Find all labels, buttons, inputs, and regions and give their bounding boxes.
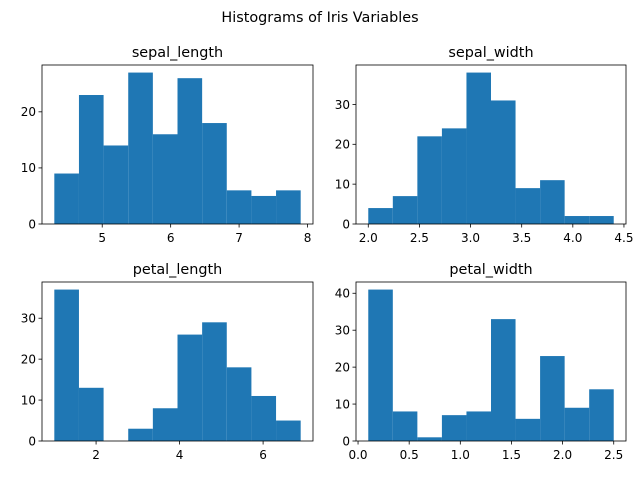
panel-title: sepal_width [448,45,533,61]
histogram-bar [441,415,467,441]
axes-frame [41,64,314,225]
panel-title: petal_width [449,262,532,278]
histogram-bar [491,319,516,441]
histogram-bar [276,420,301,441]
histogram-bar [466,72,491,224]
x-tick-label: 2.5 [604,448,623,462]
y-tick-label: 20 [21,352,36,366]
histogram-panel-petal_width: petal_width 0.0 0.5 1.0 1.5 2.0 2.5 0 10 20 30 40 [335,262,627,462]
x-tick-label: 6 [259,448,267,462]
y-tick-label: 0 [342,434,350,448]
x-tick-label: 5 [98,231,106,245]
histogram-panel-sepal_width: sepal_width 2.0 2.5 3.0 3.5 4.0 4.5 0 10 20 30 [335,45,634,245]
x-tick-label: 3.0 [461,231,480,245]
y-tick-label: 0 [28,217,36,231]
histogram-bar [515,418,541,441]
histogram-bar [392,196,418,224]
histogram-panel-petal_length: petal_length 2 4 6 0 10 20 30 [21,262,314,462]
histogram-bar [564,216,590,224]
x-tick-label: 1.0 [451,448,470,462]
y-tick-label: 10 [21,161,36,175]
y-tick-label: 0 [28,434,36,448]
histogram-bar [226,190,252,224]
y-tick-label: 20 [335,360,350,374]
x-tick-label: 0.0 [348,448,367,462]
histogram-bar [103,145,129,224]
x-tick-label: 4.0 [563,231,582,245]
histogram-bar [152,134,178,224]
histogram-bar [54,289,79,441]
x-tick-label: 6 [167,231,175,245]
histogram-bar [441,128,467,224]
histogram-bar [177,334,203,441]
histogram-bar [589,389,614,441]
y-tick-label: 20 [335,138,350,152]
x-tick-label: 8 [304,231,312,245]
histogram-bar [368,208,393,224]
histogram-panel-sepal_length: sepal_length 5 6 7 8 0 10 20 [21,45,314,245]
y-tick-label: 10 [335,397,350,411]
x-tick-label: 4.5 [614,231,633,245]
histogram-bar [466,411,491,441]
axes-frame [355,281,627,442]
histogram-bar [368,289,393,441]
histogram-bar [54,173,79,224]
x-tick-label: 4 [176,448,184,462]
y-tick-label: 30 [335,323,350,337]
histogram-bar [202,322,227,441]
histogram-bar [589,216,614,224]
y-tick-label: 10 [335,177,350,191]
histogram-bar [276,190,301,224]
histogram-bar [177,78,203,224]
histogram-bar [251,395,277,441]
x-tick-label: 2 [92,448,100,462]
axes-frame [41,281,314,442]
x-tick-label: 2.0 [359,231,378,245]
x-tick-label: 7 [235,231,243,245]
histogram-bar [417,437,442,441]
histogram-bar [128,428,153,441]
histogram-bar [78,95,104,224]
panel-title: petal_length [133,262,223,278]
histogram-bar [128,72,153,224]
x-tick-label: 2.0 [553,448,572,462]
histogram-bar [564,407,590,441]
histogram-bar [251,195,277,224]
x-tick-label: 3.5 [512,231,531,245]
histogram-bar [417,136,442,224]
histogram-bar [78,387,104,441]
x-tick-label: 1.5 [502,448,521,462]
histogram-bar [152,408,178,441]
histogram-bar [392,411,418,441]
y-tick-label: 10 [21,393,36,407]
y-tick-label: 30 [335,98,350,112]
y-tick-label: 0 [342,217,350,231]
x-tick-label: 0.5 [400,448,419,462]
histogram-bar [515,188,541,224]
panel-title: sepal_length [132,45,223,61]
x-tick-label: 2.5 [410,231,429,245]
histogram-bar [202,123,227,224]
y-tick-label: 20 [21,105,36,119]
y-tick-label: 30 [21,312,36,326]
histogram-bar [540,180,565,224]
histogram-bar [540,356,565,441]
figure-title: Histograms of Iris Variables [221,10,418,26]
histogram-bar [491,100,516,224]
y-tick-label: 40 [335,287,350,301]
histogram-bar [226,367,252,441]
